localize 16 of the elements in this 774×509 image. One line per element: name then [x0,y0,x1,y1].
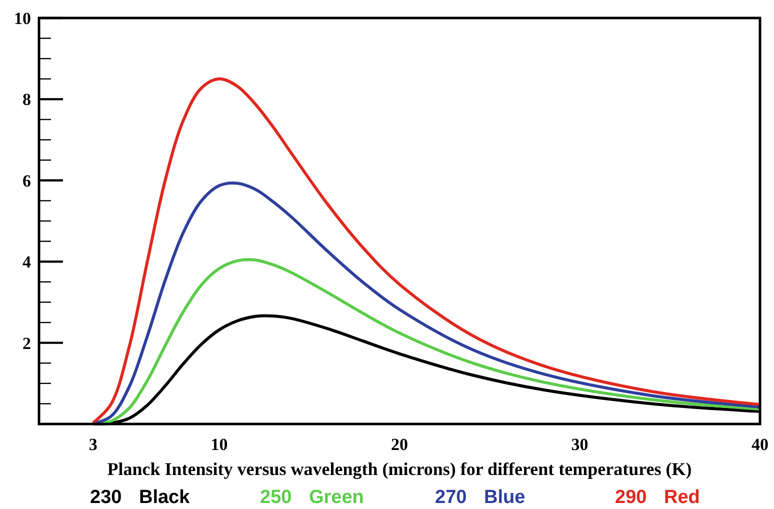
text: 230 Black [90,487,190,508]
text: 270 Blue [435,487,526,508]
x-tick-label: 20 [391,435,408,454]
x-axis-title: Planck Intensity versus wavelength (microns) for different temperatures (K) [107,459,692,479]
line-series [92,77,762,424]
x-tick-label: 40 [752,435,768,454]
x-tick-label: 3 [88,435,98,454]
y-tick-label: 2 [22,334,31,353]
text: 290 Red [615,487,700,508]
y-tick-label: 6 [22,171,31,190]
y-tick-label: 4 [22,252,32,272]
x-tick-label: 10 [210,435,228,454]
y-tick-label: 10 [14,8,31,28]
y-tick-label: 8 [22,90,31,110]
text: 250 Green [260,487,364,508]
x-tick-label: 30 [571,435,588,454]
